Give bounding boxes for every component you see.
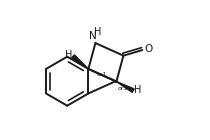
Text: O: O xyxy=(144,44,152,54)
Text: N: N xyxy=(89,31,97,41)
Text: H: H xyxy=(65,50,72,60)
Text: H: H xyxy=(134,85,141,95)
Text: or1: or1 xyxy=(118,86,128,91)
Text: or1: or1 xyxy=(97,72,107,77)
Text: H: H xyxy=(94,27,102,37)
Polygon shape xyxy=(116,81,134,92)
Polygon shape xyxy=(72,55,88,69)
